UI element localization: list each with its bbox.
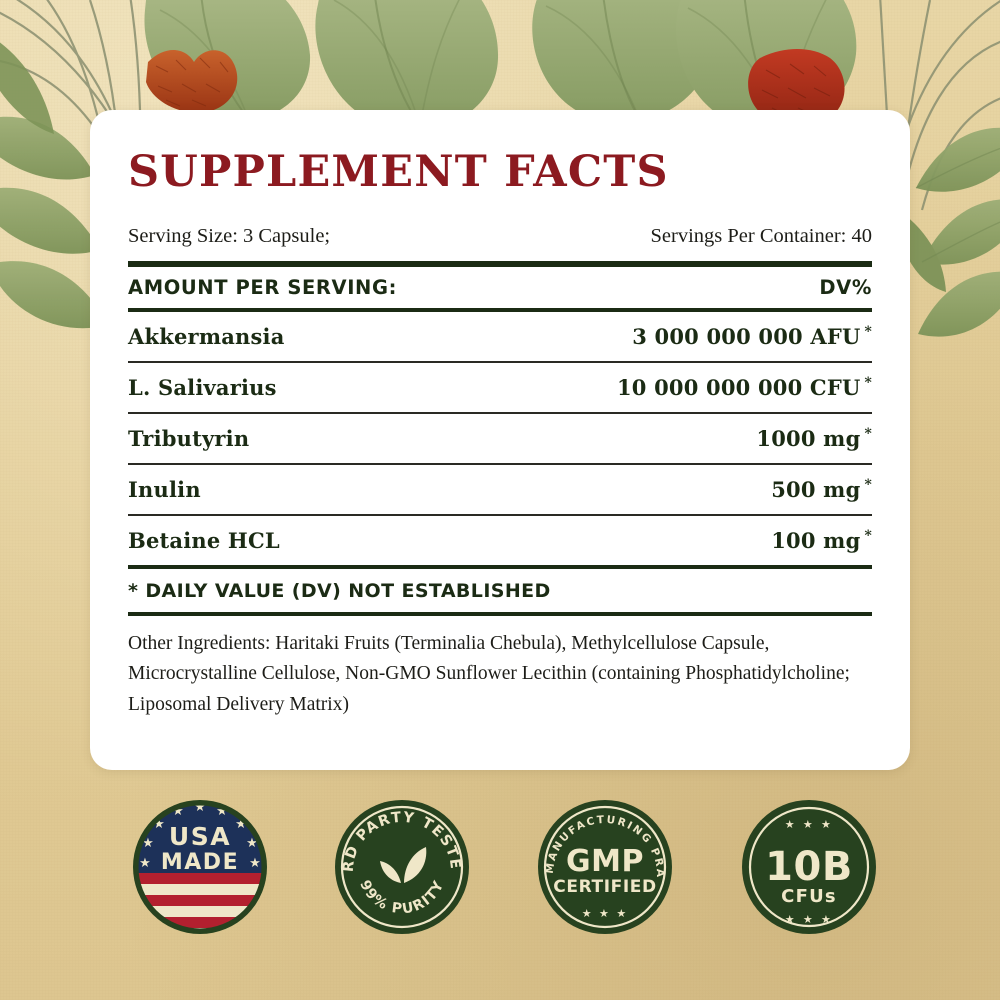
table-header-row: AMOUNT PER SERVING: DV%: [128, 267, 872, 308]
svg-text:★: ★: [139, 856, 151, 871]
ingredient-name: Inulin: [128, 477, 201, 503]
table-row: Tributyrin 1000 mg *: [128, 414, 872, 463]
badge-cfu-count: ★ ★ ★ 10B CFUs ★ ★ ★: [737, 795, 881, 939]
badge-cfu-stars-bottom: ★ ★ ★: [785, 913, 834, 926]
badge-gmp-stars: ★ ★ ★: [582, 907, 629, 920]
ingredient-amount: 10 000 000 000 CFU *: [616, 375, 872, 401]
badge-usa-line2: MADE: [161, 850, 239, 875]
table-header-dv-percent: DV%: [819, 276, 872, 300]
table-row: Inulin 500 mg *: [128, 465, 872, 514]
svg-text:★: ★: [172, 804, 184, 819]
table-row: Akkermansia 3 000 000 000 AFU *: [128, 312, 872, 361]
servings-per-container-text: Servings Per Container: 40: [650, 225, 873, 248]
badge-cfu-line1: 10B: [765, 844, 853, 890]
row-divider: [128, 361, 872, 364]
divider-below-dv-note: [128, 612, 872, 617]
footnote-marker: *: [864, 324, 872, 341]
divider-top-thick: [128, 261, 872, 268]
svg-text:★: ★: [216, 804, 228, 819]
ingredient-name: Betaine HCL: [128, 528, 280, 554]
ingredient-name: L. Salivarius: [128, 375, 277, 401]
certification-badges: ★ ★ ★ ★ ★ ★ ★ ★ ★ USA MADE: [0, 795, 1000, 960]
svg-text:★: ★: [249, 856, 261, 871]
table-row: L. Salivarius 10 000 000 000 CFU *: [128, 363, 872, 412]
serving-info-row: Serving Size: 3 Capsule; Servings Per Co…: [128, 225, 872, 248]
footnote-marker: *: [864, 528, 872, 545]
badge-gmp-line2: CERTIFIED: [553, 877, 656, 897]
badge-gmp-line1: GMP: [566, 844, 644, 879]
ingredient-amount: 3 000 000 000 AFU *: [632, 324, 872, 350]
serving-size-text: Serving Size: 3 Capsule;: [128, 225, 331, 248]
svg-text:★: ★: [246, 836, 258, 851]
table-header-amount-per-serving: AMOUNT PER SERVING:: [128, 276, 397, 300]
ingredient-name: Akkermansia: [128, 324, 285, 350]
badge-cfu-stars-top: ★ ★ ★: [785, 818, 834, 831]
svg-text:★: ★: [235, 817, 247, 832]
leaf-sprout-icon: [380, 847, 427, 886]
badge-usa-line1: USA: [169, 822, 231, 851]
ingredient-amount: 500 mg *: [771, 477, 872, 503]
footnote-marker: *: [864, 426, 872, 443]
row-divider: [128, 463, 872, 466]
table-row: Betaine HCL 100 mg *: [128, 516, 872, 565]
badge-usa-made: ★ ★ ★ ★ ★ ★ ★ ★ ★ USA MADE: [128, 795, 272, 939]
row-divider: [128, 412, 872, 415]
badge-gmp-certified: GOOD MANUFACTURING PRACTICE GMP CERTIFIE…: [533, 795, 677, 939]
page-title: SUPPLEMENT FACTS: [128, 147, 669, 197]
footnote-marker: *: [864, 477, 872, 494]
divider-above-dv-note: [128, 565, 872, 570]
supplement-facts-card: SUPPLEMENT FACTS Serving Size: 3 Capsule…: [90, 110, 910, 770]
divider-under-header: [128, 308, 872, 313]
ingredient-amount: 1000 mg *: [756, 426, 872, 452]
ingredient-amount: 100 mg *: [771, 528, 872, 554]
badge-cfu-line2: CFUs: [781, 886, 837, 907]
badge-third-party-tested: 3RD PARTY TESTED 99% PURITY: [330, 795, 474, 939]
other-ingredients-text: Other Ingredients: Haritaki Fruits (Term…: [128, 633, 850, 715]
svg-text:★: ★: [153, 817, 165, 832]
footnote-marker: *: [864, 375, 872, 392]
svg-text:★: ★: [142, 836, 154, 851]
row-divider: [128, 514, 872, 517]
daily-value-note: * DAILY VALUE (DV) NOT ESTABLISHED: [128, 580, 551, 603]
ingredient-name: Tributyrin: [128, 426, 250, 452]
botanical-decoration: [0, 0, 1000, 337]
svg-text:★: ★: [194, 800, 206, 815]
